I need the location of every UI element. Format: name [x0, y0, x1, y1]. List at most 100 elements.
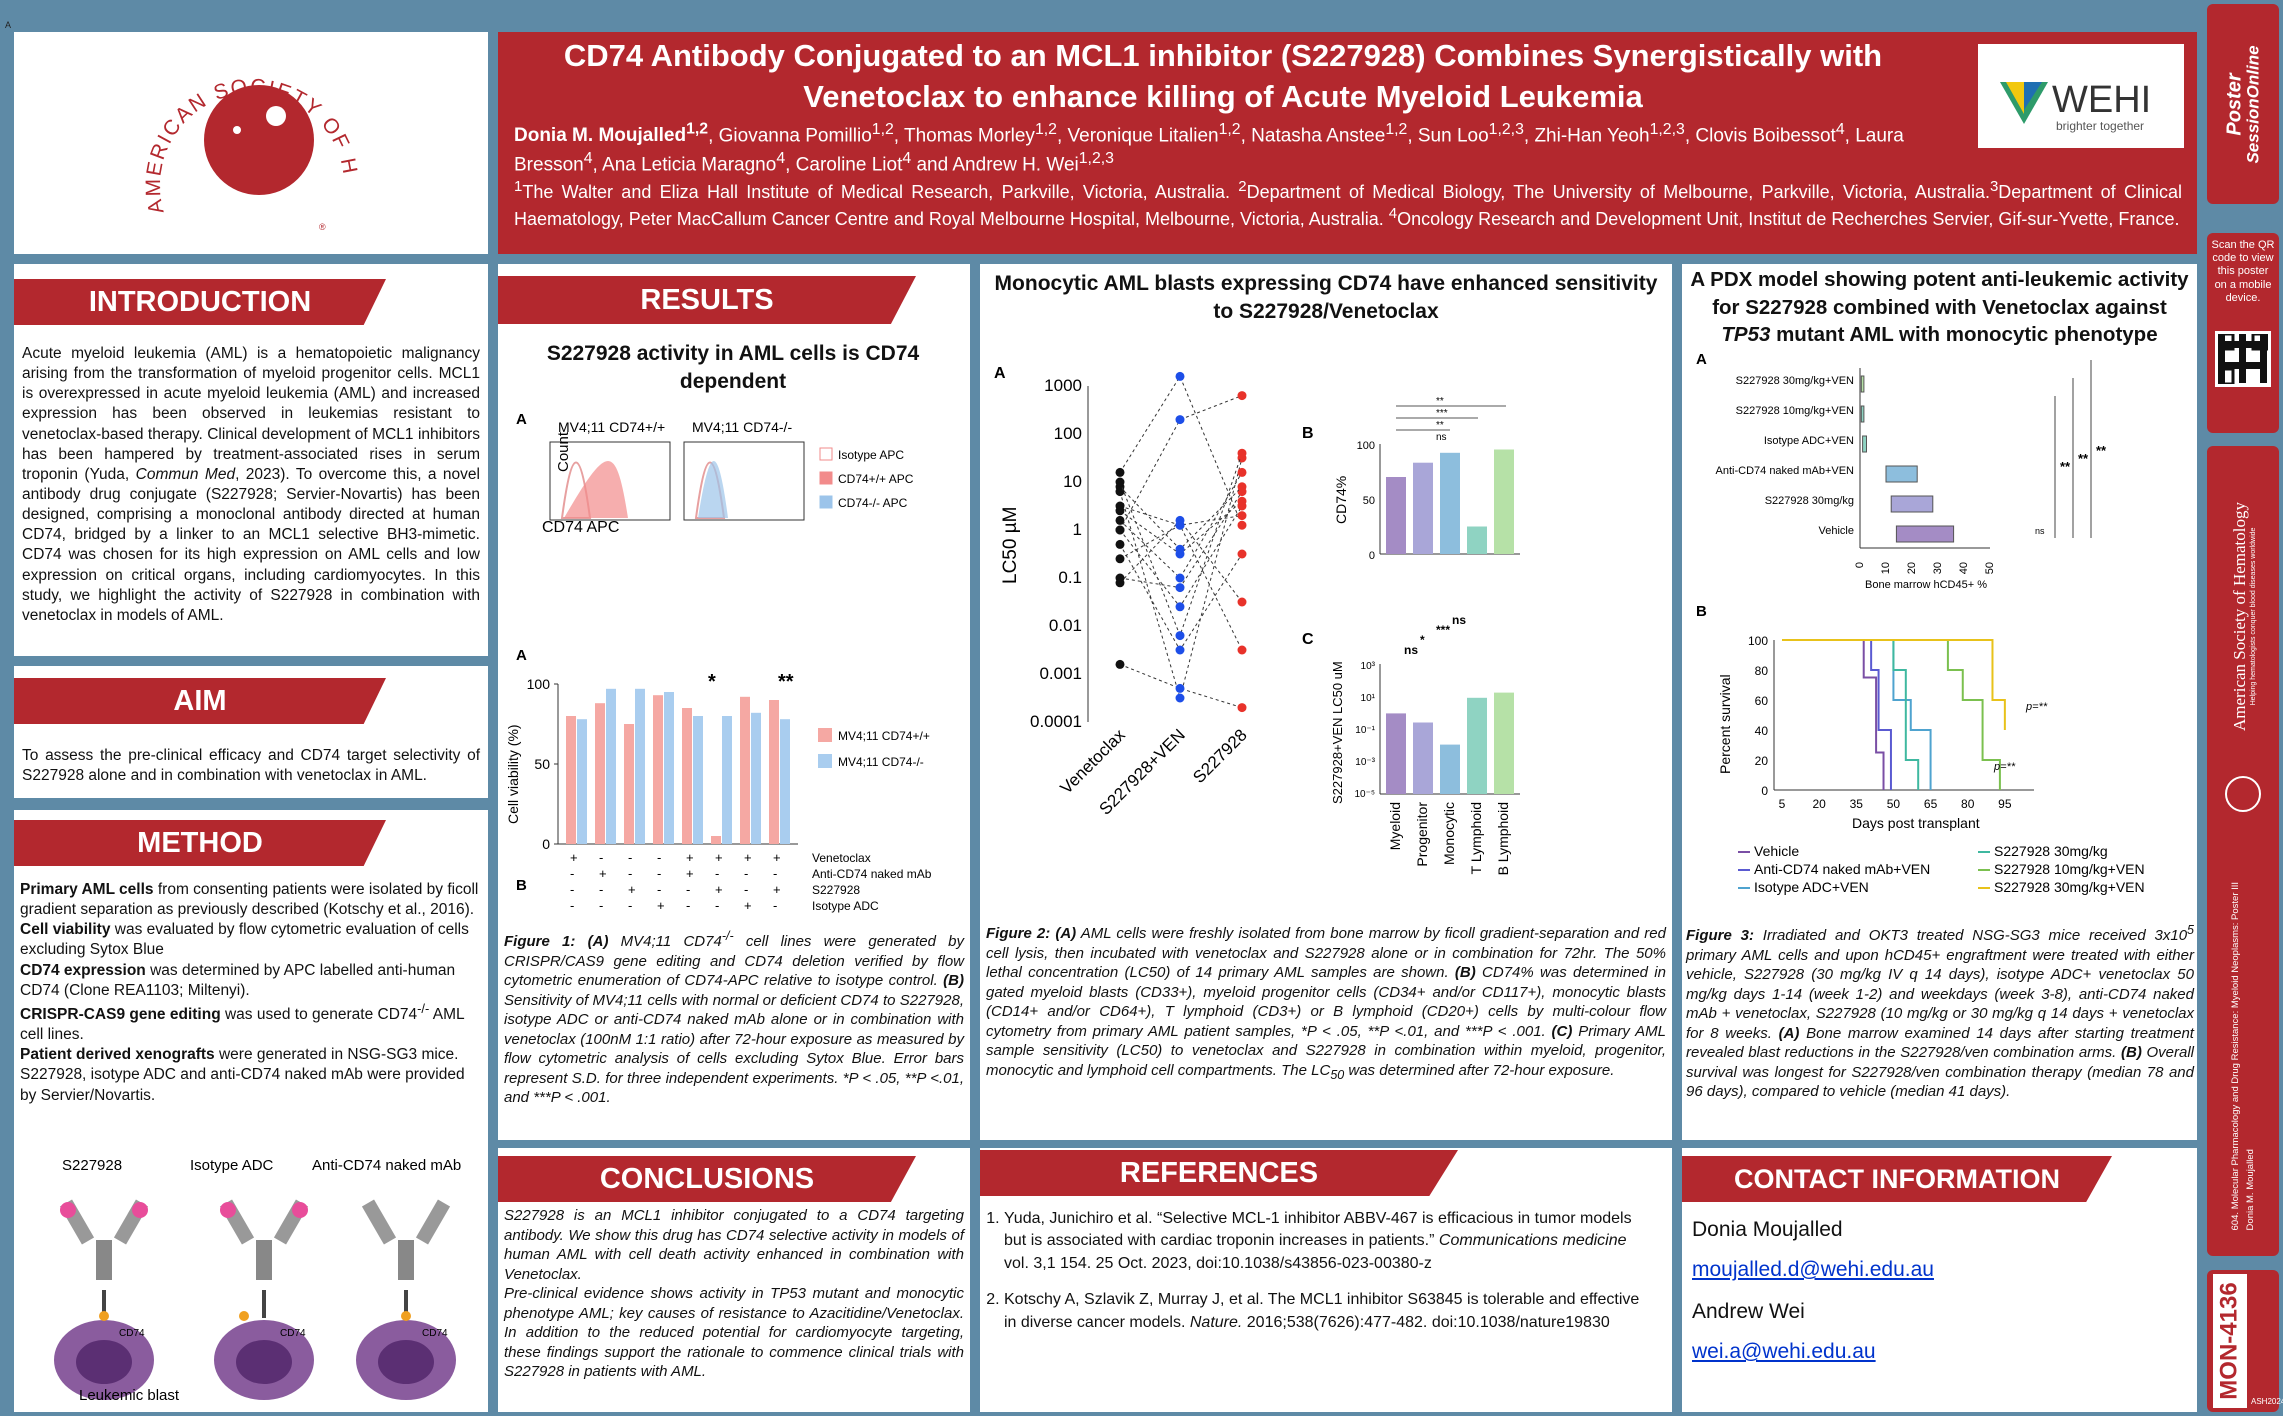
payload-drug — [220, 1202, 236, 1218]
fig3a-xtick: 40 — [1958, 562, 1970, 574]
contact-name-1: Donia Moujalled — [1692, 1218, 1843, 1241]
reference-item: Kotschy A, Szlavik Z, Murray J, et al. T… — [1004, 1289, 1644, 1334]
antibody-stem — [96, 1240, 112, 1280]
bar-cd74-pos — [682, 708, 692, 844]
bar-cd74-neg — [751, 712, 761, 844]
qr-finder — [2216, 332, 2235, 351]
fig3a-box — [1890, 495, 1934, 513]
fig1b-condition-sign: - — [744, 882, 748, 897]
fig2a-ytick: 10 — [1063, 472, 1082, 491]
fig2a-point — [1237, 391, 1247, 401]
fig3a-xtick: 0 — [1854, 562, 1866, 568]
qr-module — [2239, 348, 2246, 355]
figure-3-panel: A PDX model showing potent anti-leukemic… — [1682, 264, 2197, 1140]
qr-module — [2218, 348, 2225, 355]
fig2a-point — [1175, 683, 1185, 693]
aim-panel: AIM To assess the pre-clinical efficacy … — [14, 666, 488, 798]
qr-module — [2260, 348, 2267, 355]
method-heading: METHOD — [14, 820, 386, 866]
ash-logo: AMERICAN SOCIETY OF HEMATOLOGY ® — [4, 14, 359, 232]
bar-cd74-pos — [595, 703, 605, 844]
fig3b-legend-label: S227928 30mg/kg+VEN — [1994, 879, 2145, 895]
figure-2-title: Monocytic AML blasts expressing CD74 hav… — [994, 272, 1658, 324]
qr-module — [2239, 376, 2246, 383]
fig2a-point — [1237, 597, 1247, 607]
fig2b-sig: ** — [1436, 420, 1444, 431]
fig1b-condition-sign: + — [628, 882, 636, 897]
fig2a-point — [1115, 477, 1125, 487]
qr-module — [2253, 362, 2260, 369]
fig1b-condition-sign: - — [599, 882, 603, 897]
cd74-label-3: CD74 — [422, 1328, 448, 1339]
fig3a-category: Isotype ADC+VEN — [1764, 435, 1854, 447]
fig2c-sig: ns — [1404, 643, 1418, 657]
poster-title-line1: CD74 Antibody Conjugated to an MCL1 inhi… — [563, 38, 1883, 73]
fig1b-condition-sign: + — [570, 850, 578, 865]
fig1b-condition-sign: + — [773, 850, 781, 865]
fig3b-ytick: 20 — [1755, 754, 1769, 768]
payload-drug — [292, 1202, 308, 1218]
fig1b-condition-sign: + — [773, 882, 781, 897]
histogram-frame — [549, 441, 671, 521]
fig3a-xlabel: Bone marrow hCD45+ % — [1865, 579, 1987, 591]
fig2c-xtick: Myeloid — [1387, 802, 1403, 850]
fig1b-condition-sign: + — [686, 866, 694, 881]
session-strip: American Society of Hematology Helping h… — [2207, 446, 2279, 1256]
corner-mark: A — [5, 20, 12, 30]
fig3b-legend-label: Vehicle — [1754, 843, 1799, 859]
fig2a-ytick: 0.01 — [1049, 616, 1082, 635]
cell-nucleus — [378, 1340, 434, 1384]
fig2b-bar — [1413, 462, 1433, 554]
fig3b-legend-label: S227928 30mg/kg — [1994, 843, 2108, 859]
antibody-stem — [256, 1240, 272, 1280]
antibody-stem — [398, 1240, 414, 1280]
fig2a-point — [1175, 415, 1185, 425]
fig1b-condition-sign: - — [657, 866, 661, 881]
bar-cd74-pos — [624, 724, 634, 844]
fig1b-sig-1: * — [708, 671, 716, 693]
payload-drug — [132, 1202, 148, 1218]
histogram-frame — [683, 441, 805, 521]
figure-3-title: A PDX model showing potent anti-leukemic… — [1690, 268, 2189, 347]
leukemic-blast-label: Leukemic blast — [79, 1387, 180, 1404]
fig2a-xtick: S227928 — [1189, 725, 1251, 787]
qr-code[interactable] — [2215, 331, 2271, 387]
fig1b-condition-sign: - — [628, 898, 632, 913]
fig3b-pvalue: p=** — [1993, 761, 2016, 773]
fig2b-sig: ** — [1436, 396, 1444, 407]
fig1b-condition-sign: - — [773, 898, 777, 913]
fig1b-row-label: Isotype ADC — [812, 899, 879, 913]
contact-heading: CONTACT INFORMATION — [1682, 1156, 2112, 1202]
diagram-label-s227928: S227928 — [62, 1157, 122, 1174]
contact-email-2[interactable]: wei.a@wehi.edu.au — [1692, 1340, 1876, 1363]
fig2c-bar — [1386, 713, 1406, 794]
fig2a-point — [1175, 631, 1185, 641]
fig2a-point — [1115, 515, 1125, 525]
fig1a-col2: MV4;11 CD74-/- — [692, 419, 792, 435]
fig2a-point — [1237, 703, 1247, 713]
fig1b-ytick: 0 — [542, 836, 550, 852]
fig3a-box — [1862, 435, 1868, 453]
adc-diagram: S227928 Isotype ADC Anti-CD74 naked mAb … — [54, 1157, 461, 1404]
fig3b-ytick: 0 — [1761, 784, 1768, 798]
fig1b-ytick: 50 — [534, 756, 550, 772]
fig2c-bar — [1440, 744, 1460, 794]
poster-session-online-badge[interactable]: Poster SessionOnline — [2207, 4, 2279, 204]
fig2b-bar — [1494, 449, 1514, 554]
qr-module — [2218, 369, 2225, 376]
fig2c-xtick: Progenitor — [1414, 802, 1430, 867]
contact-email-1[interactable]: moujalled.d@wehi.edu.au — [1692, 1258, 1934, 1281]
fig3b-pvalue: p=** — [2025, 701, 2048, 713]
qr-module — [2253, 341, 2260, 348]
figure-2-caption: Figure 2: (A) AML cells were freshly iso… — [986, 925, 1666, 1082]
fig1b-condition-sign: - — [570, 898, 574, 913]
fig1b-condition-sign: - — [773, 866, 777, 881]
fig1b-row-label: S227928 — [812, 883, 860, 897]
conclusions-text: S227928 is an MCL1 inhibitor conjugated … — [504, 1207, 964, 1380]
bar-cd74-pos — [740, 696, 750, 844]
fig2a-ytick: 0.0001 — [1030, 712, 1082, 731]
qr-module — [2232, 341, 2239, 348]
ps-line2: SessionOnline — [2243, 44, 2263, 164]
fig2-a-label: A — [994, 365, 1006, 382]
